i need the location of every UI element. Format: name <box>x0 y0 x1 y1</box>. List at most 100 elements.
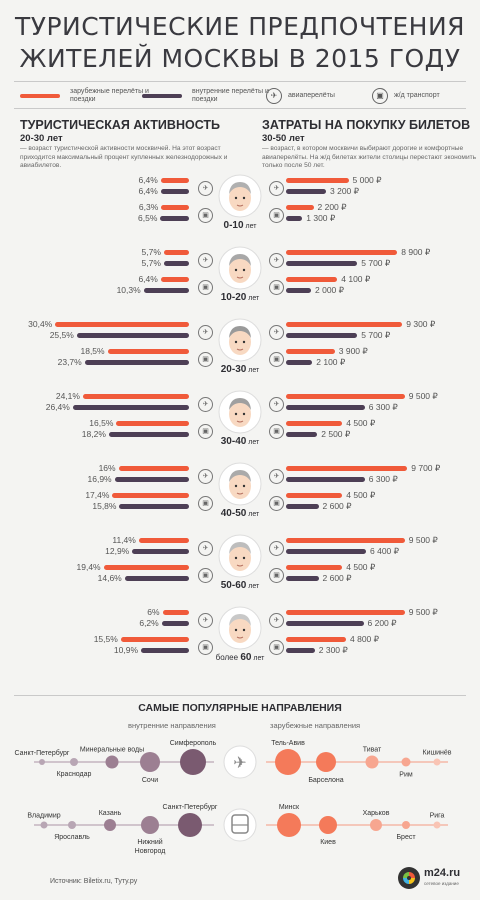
activity-bar <box>160 189 189 194</box>
spending-value-label: 9 700 ₽ <box>411 463 441 473</box>
activity-value-label: 11,4% <box>112 535 136 545</box>
face-avatar <box>218 318 262 362</box>
activity-bar <box>162 610 189 615</box>
age-range: 50-60 <box>220 580 247 591</box>
spending-bar <box>286 216 303 221</box>
activity-bar <box>55 322 189 327</box>
activity-value-label: 14,6% <box>97 573 122 583</box>
activity-value-label: 10,3% <box>116 285 141 295</box>
foreign-destination-node <box>316 752 336 772</box>
activity-bar <box>103 565 189 570</box>
spending-value-label: 2 300 ₽ <box>318 645 348 655</box>
foreign-destination-node <box>370 819 382 831</box>
destination-name: Сочи <box>142 777 158 784</box>
activity-value-label: 5,7% <box>141 258 161 268</box>
spending-bar <box>286 576 319 581</box>
age-label: 0-10 лет <box>200 220 280 231</box>
activity-bar <box>143 288 189 293</box>
destination-name: Рига <box>430 813 445 820</box>
destination-name: Киев <box>320 839 336 846</box>
destination-name: Санкт-Петербург <box>163 803 218 811</box>
domestic-destination-node <box>141 816 159 834</box>
spending-bar <box>286 538 405 543</box>
spending-bar <box>286 466 408 471</box>
foreign-destination-node <box>319 816 337 834</box>
activity-value-label: 6,4% <box>138 274 158 284</box>
airplane-icon: ✈ <box>198 541 213 556</box>
activity-heading: ТУРИСТИЧЕСКАЯ АКТИВНОСТЬ <box>20 118 221 132</box>
spending-bar <box>286 178 349 183</box>
spending-bar <box>286 565 343 570</box>
airplane-icon: ✈ <box>198 469 213 484</box>
domestic-destination-node <box>178 813 202 837</box>
airplane-icon: ✈ <box>269 253 284 268</box>
spending-bar <box>286 549 366 554</box>
activity-bar <box>141 648 189 653</box>
airplane-icon: ✈ <box>269 613 284 628</box>
domestic-destination-node <box>39 759 45 765</box>
face-avatar <box>218 246 262 290</box>
age-unit: лет <box>246 367 260 374</box>
spending-bar <box>286 277 338 282</box>
foreign-destination-node <box>433 758 441 766</box>
activity-bar <box>160 277 189 282</box>
destination-name: Санкт-Петербург <box>15 749 70 757</box>
airplane-icon: ✈ <box>269 541 284 556</box>
airplane-icon: ✈ <box>198 397 213 412</box>
spending-value-label: 2 100 ₽ <box>316 357 346 367</box>
activity-value-label: 6,4% <box>138 175 158 185</box>
spending-value-label: 3 900 ₽ <box>338 346 368 356</box>
face-avatar <box>218 462 262 506</box>
title-line-2: ЖИТЕЛЕЙ МОСКВЫ В 2015 ГОДУ <box>19 44 461 73</box>
age-label: 30-40 лет <box>200 436 280 447</box>
face-avatar <box>218 174 262 218</box>
destination-name: Казань <box>99 810 122 817</box>
activity-sub: 20-30 лет <box>20 133 63 144</box>
activity-bar <box>112 493 189 498</box>
destination-name: Симферополь <box>170 740 217 747</box>
destination-name: Барселона <box>308 777 343 784</box>
activity-value-label: 16,5% <box>89 418 114 428</box>
spending-bar <box>286 261 358 266</box>
age-unit: лет <box>243 223 257 230</box>
spending-bar <box>286 250 398 255</box>
title-line-1: ТУРИСТИЧЕСКИЕ ПРЕДПОЧТЕНИЯ <box>14 12 466 41</box>
foreign-destination-node <box>433 821 441 829</box>
activity-value-label: 18,5% <box>80 346 105 356</box>
domestic-destination-node <box>140 752 160 772</box>
activity-bar <box>124 576 189 581</box>
airplane-icon: ✈ <box>198 325 213 340</box>
activity-value-label: 5,7% <box>141 247 161 257</box>
destination-name: Брест <box>396 834 416 841</box>
activity-bar <box>76 333 189 338</box>
spending-bar <box>286 205 314 210</box>
logo-name: m24.ru <box>424 867 461 879</box>
logo-tagline: сетевое издание <box>424 881 459 886</box>
face-avatar <box>218 390 262 434</box>
divider <box>14 81 466 82</box>
spending-value-label: 8 900 ₽ <box>401 247 431 257</box>
activity-value-label: 6,3% <box>138 202 159 212</box>
foreign-destination-node <box>401 757 411 767</box>
spending-value-label: 9 300 ₽ <box>406 319 436 329</box>
destination-name: Минеральные воды <box>80 747 144 754</box>
spending-value-label: 4 100 ₽ <box>341 274 371 284</box>
age-unit: лет <box>251 655 265 662</box>
spending-bar <box>286 394 405 399</box>
train-icon: ▣ <box>269 568 284 583</box>
spending-bar <box>286 648 315 653</box>
airplane-icon: ✈ <box>198 613 213 628</box>
activity-value-label: 10,9% <box>113 645 139 655</box>
age-range: 40-50 <box>220 508 247 519</box>
m24-logo <box>398 867 420 889</box>
foreign-destination-node <box>275 749 301 775</box>
train-icon: ▣ <box>269 496 284 511</box>
spending-bar <box>286 421 343 426</box>
spending-value-label: 5 700 ₽ <box>361 330 391 340</box>
train-icon: ▣ <box>269 208 284 223</box>
train-icon: ▣ <box>198 424 213 439</box>
foreign-label: зарубежные направления <box>270 721 361 730</box>
spending-value-label: 1 300 ₽ <box>306 213 336 223</box>
activity-bar <box>138 538 189 543</box>
spending-bar <box>286 349 335 354</box>
